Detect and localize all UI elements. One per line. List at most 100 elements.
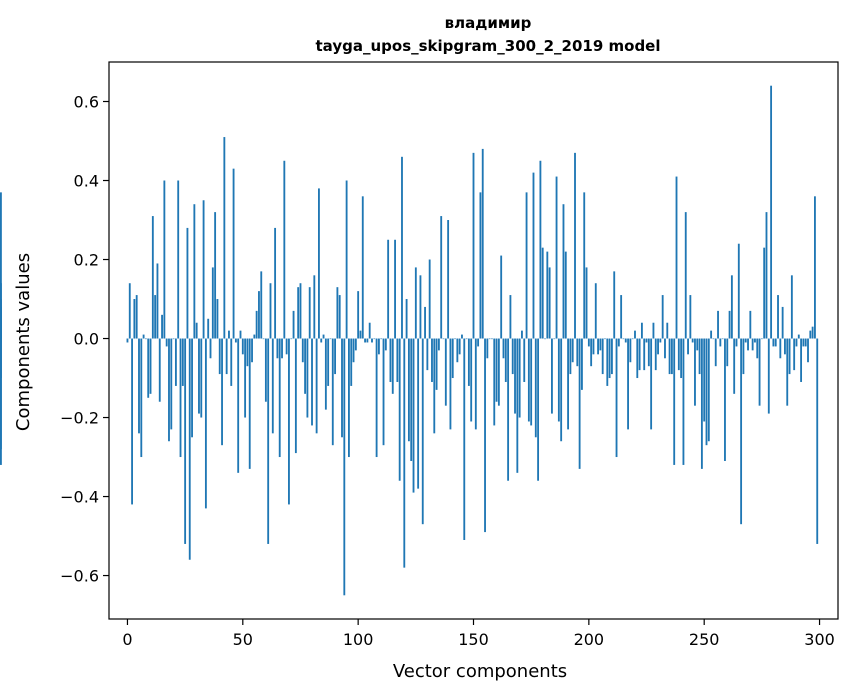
- bar: [774, 338, 777, 347]
- bar: [650, 338, 653, 430]
- bar: [269, 283, 272, 339]
- bar: [553, 338, 556, 340]
- bar: [765, 212, 768, 339]
- bar: [368, 322, 371, 339]
- bar: [744, 338, 747, 343]
- y-tick-label: −0.6: [60, 567, 99, 586]
- bar: [606, 338, 609, 386]
- bar: [481, 148, 484, 339]
- bar: [414, 267, 417, 339]
- bar: [267, 338, 270, 544]
- bar: [306, 338, 309, 418]
- bar: [225, 338, 228, 375]
- bar: [657, 338, 659, 355]
- bar: [165, 338, 168, 347]
- bar: [615, 338, 618, 458]
- bar: [509, 295, 512, 339]
- bar: [154, 295, 157, 339]
- x-tick-label: 150: [458, 630, 489, 649]
- bar: [770, 85, 773, 339]
- bar: [689, 295, 692, 339]
- bar: [726, 338, 729, 367]
- bar: [308, 287, 311, 339]
- bar: [795, 338, 798, 347]
- bar: [777, 295, 779, 339]
- bar: [793, 338, 796, 371]
- bar: [585, 267, 588, 339]
- bar: [163, 180, 166, 339]
- bar: [474, 338, 477, 430]
- bar: [537, 338, 540, 481]
- bar: [645, 338, 648, 343]
- bar: [691, 338, 694, 343]
- bar: [495, 338, 498, 402]
- x-tick-label: 50: [233, 630, 253, 649]
- bar: [714, 338, 717, 367]
- bar: [407, 338, 410, 442]
- bar: [516, 338, 519, 473]
- bar: [463, 338, 466, 540]
- bar: [461, 334, 463, 339]
- bar: [534, 338, 537, 438]
- bar: [659, 338, 662, 343]
- bar: [262, 338, 265, 340]
- bar: [405, 299, 408, 339]
- bar: [398, 338, 401, 481]
- bar: [797, 334, 800, 339]
- bar: [234, 338, 237, 343]
- bar: [230, 338, 233, 386]
- bar: [488, 338, 491, 340]
- bar: [454, 338, 456, 340]
- bar: [551, 338, 553, 414]
- bar: [592, 338, 595, 355]
- bar: [664, 338, 666, 359]
- bar: [599, 338, 602, 351]
- bar: [567, 338, 570, 430]
- bar: [576, 338, 579, 367]
- bar: [610, 338, 613, 375]
- bar: [364, 338, 366, 343]
- bar: [525, 192, 528, 339]
- bar: [707, 338, 710, 442]
- bar: [640, 322, 643, 339]
- bar: [493, 338, 496, 426]
- bar: [341, 338, 343, 438]
- bar: [673, 338, 676, 465]
- bar: [193, 204, 196, 339]
- bar: [613, 271, 616, 339]
- bar: [274, 227, 277, 339]
- bar: [680, 338, 683, 379]
- bar: [712, 338, 715, 340]
- bar: [747, 338, 749, 351]
- bar: [419, 275, 422, 339]
- bar: [218, 338, 221, 375]
- x-axis-label: Vector components: [393, 661, 567, 682]
- bar: [578, 338, 581, 469]
- bar: [0, 192, 2, 339]
- bar: [608, 338, 611, 379]
- bar: [811, 326, 814, 339]
- bar: [161, 314, 163, 339]
- bar: [710, 330, 713, 339]
- bar: [521, 330, 523, 339]
- bar: [717, 310, 719, 339]
- y-tick-label: −0.2: [60, 409, 99, 428]
- bar: [564, 251, 567, 339]
- bar: [800, 338, 803, 382]
- bar: [292, 310, 295, 339]
- bar: [315, 338, 318, 434]
- bar: [569, 338, 572, 375]
- bar: [694, 338, 696, 406]
- bar: [687, 338, 689, 355]
- bar: [447, 220, 450, 339]
- bar: [677, 338, 680, 371]
- bar: [281, 338, 283, 359]
- bar: [0, 338, 2, 450]
- bar: [479, 192, 482, 339]
- bar: [730, 275, 733, 339]
- bar: [389, 338, 392, 382]
- bar: [327, 338, 330, 386]
- bar: [283, 160, 286, 339]
- bar: [627, 338, 629, 430]
- bar: [426, 338, 429, 371]
